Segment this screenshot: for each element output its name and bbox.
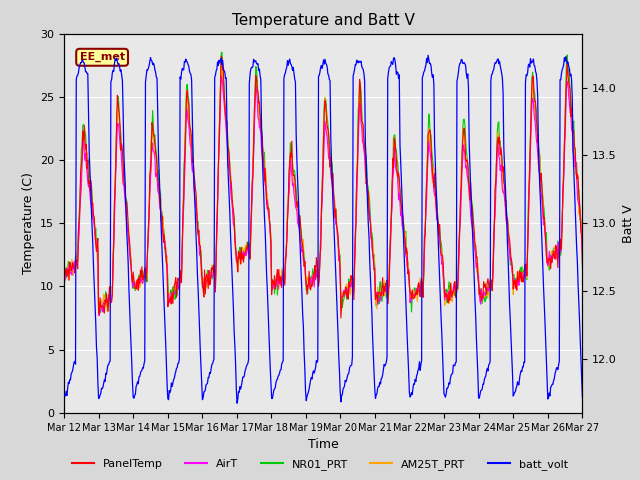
Y-axis label: Temperature (C): Temperature (C) xyxy=(22,172,35,274)
Title: Temperature and Batt V: Temperature and Batt V xyxy=(232,13,415,28)
Y-axis label: Batt V: Batt V xyxy=(623,204,636,242)
Legend: PanelTemp, AirT, NR01_PRT, AM25T_PRT, batt_volt: PanelTemp, AirT, NR01_PRT, AM25T_PRT, ba… xyxy=(68,455,572,474)
X-axis label: Time: Time xyxy=(308,438,339,451)
Text: EE_met: EE_met xyxy=(79,52,125,62)
